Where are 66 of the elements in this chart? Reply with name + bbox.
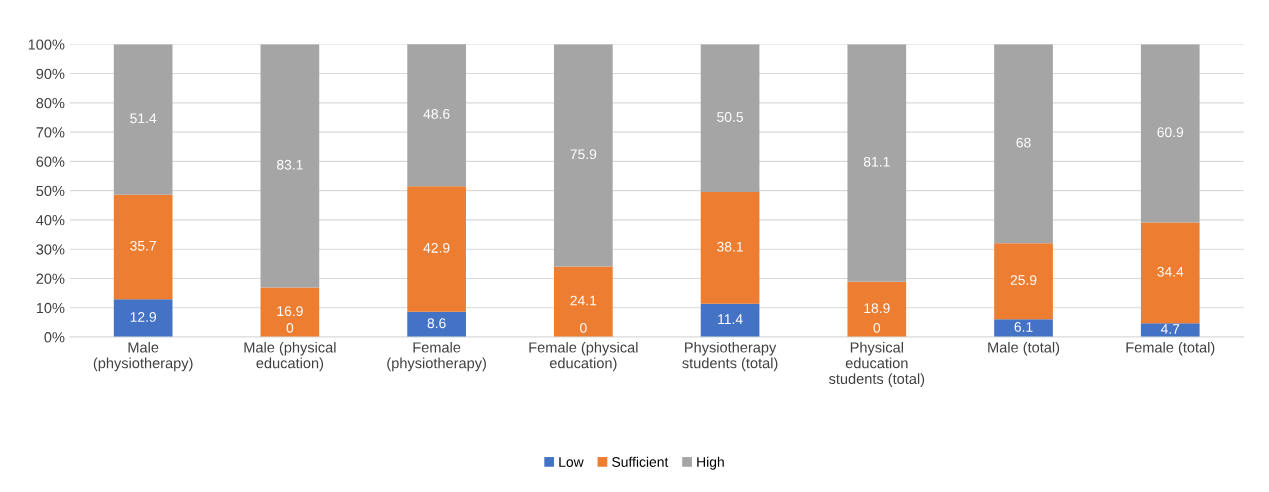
data-label: 0 [873,322,881,333]
x-tick-label: Male (physiotherapy) [93,341,193,372]
bar [554,44,613,267]
data-label: 38.1 [717,241,743,252]
bar [113,299,173,338]
data-label: 50.5 [717,112,744,122]
y-tick-label: 90% [36,68,65,79]
data-label: 12.9 [130,312,157,322]
bar [1140,222,1200,324]
data-label: 6.1 [1014,321,1033,332]
data-label: 35.7 [130,240,156,251]
y-tick-label: 80% [36,97,65,109]
bar [1140,44,1200,223]
bar [847,44,907,282]
y-tick-label: 0% [44,332,65,343]
data-label: 24.1 [570,295,597,306]
data-label: 18.9 [864,303,890,314]
bar [994,44,1053,244]
bar [700,192,760,304]
data-label: 60.9 [1157,127,1184,138]
legend-label: Low [559,457,584,467]
y-tick-label: 70% [36,127,65,138]
x-tick-label: Male (total) [988,341,1060,356]
data-label: 8.6 [427,318,446,329]
bar [847,281,907,338]
data-label: 34.4 [1157,266,1184,277]
y-tick-label: 20% [36,273,65,284]
data-label: 11.4 [718,314,743,324]
data-label: 42.9 [423,242,450,253]
data-label: 0 [286,322,294,333]
legend-label: High [697,456,724,470]
bar [554,266,613,338]
bar [700,44,760,193]
bar [113,44,173,195]
x-tick-label: Female (total) [1126,341,1215,356]
bar [260,44,320,288]
y-tick-label: 60% [36,156,65,167]
x-tick-label: Female (physical education) [529,341,638,372]
bar [407,44,466,187]
bar [260,287,320,338]
bar [994,319,1053,338]
bar [407,186,466,312]
y-tick-label: 40% [36,215,65,226]
x-tick-label: Physiotherapy students (total) [682,341,778,372]
data-label: 75.9 [570,149,597,160]
bar [700,303,760,338]
y-tick-label: 50% [36,185,65,197]
data-label: 16.9 [277,306,303,317]
x-tick-label: Physical education students (total) [828,341,925,387]
legend-label: Sufficient [612,456,669,467]
x-tick-label: Male (physical education) [244,341,336,372]
data-label: 83.1 [276,159,303,170]
data-label: 48.6 [423,109,450,119]
data-label: 0 [580,322,587,333]
bar [994,243,1053,320]
y-tick-label: 30% [36,244,65,255]
bar [407,311,466,338]
data-label: 4.7 [1160,324,1180,334]
data-label: 68 [1016,137,1031,148]
data-label: 25.9 [1010,275,1037,285]
x-tick-label: Female (physiotherapy) [387,341,486,372]
data-label: 81.1 [863,156,890,167]
y-tick-label: 100% [28,39,65,50]
data-label: 51.4 [130,113,157,124]
bar [113,194,173,300]
y-tick-label: 10% [36,302,65,314]
